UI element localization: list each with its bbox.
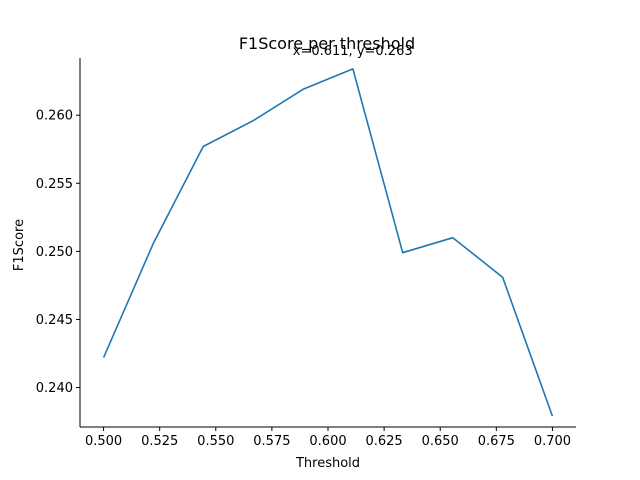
x-tick-label: 0.525	[141, 434, 178, 449]
x-tick-label: 0.500	[85, 434, 122, 449]
max-point-annotation: x=0.611, y=0.263	[293, 44, 413, 59]
x-tick-label: 0.675	[478, 434, 515, 449]
chart-title: F1Score per threshold	[239, 34, 415, 53]
x-tick-label: 0.650	[422, 434, 459, 449]
y-tick-label: 0.250	[36, 245, 73, 260]
x-tick-label: 0.575	[253, 434, 290, 449]
y-tick-label: 0.255	[36, 177, 73, 192]
x-axis-label: Threshold	[295, 456, 360, 471]
x-tick-label: 0.700	[534, 434, 571, 449]
y-axis-ticks: 0.240 0.245 0.250 0.255 0.260	[36, 109, 80, 396]
x-tick-label: 0.625	[365, 434, 402, 449]
y-axis-label: F1Score	[12, 219, 27, 271]
x-tick-label: 0.550	[197, 434, 234, 449]
x-axis-ticks: 0.500 0.525 0.550 0.575 0.600 0.625 0.650 0.675…	[85, 427, 571, 449]
y-tick-label: 0.260	[36, 109, 73, 124]
y-tick-label: 0.245	[36, 313, 73, 328]
series-line	[102, 68, 554, 417]
x-tick-label: 0.600	[309, 434, 346, 449]
y-tick-label: 0.240	[36, 381, 73, 396]
